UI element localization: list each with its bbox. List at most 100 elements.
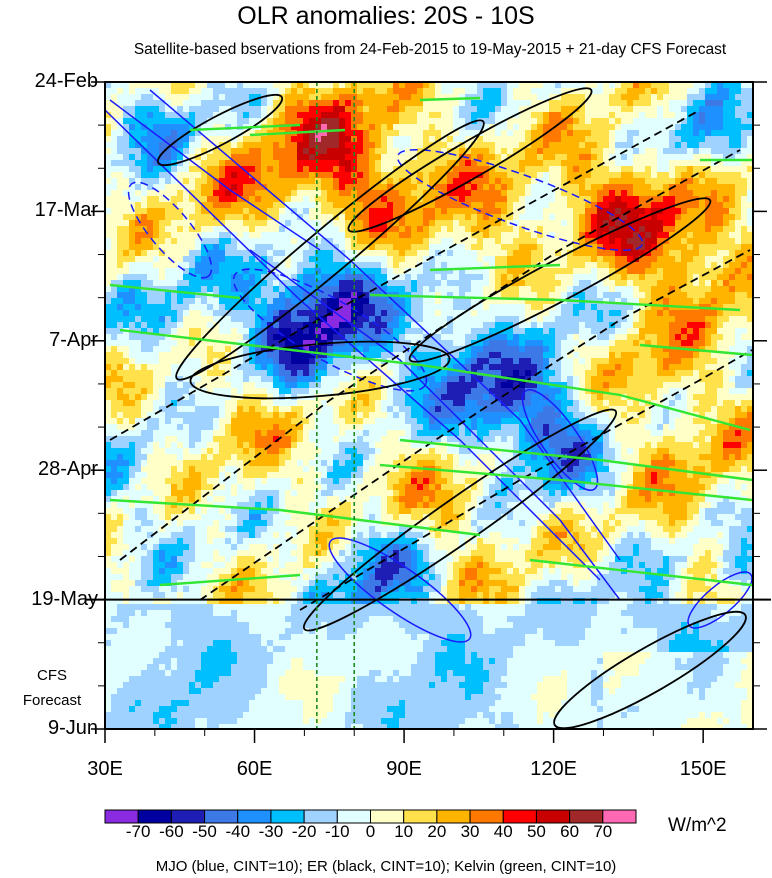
heat-cell: [381, 118, 388, 125]
heat-cell: [591, 304, 598, 311]
heat-cell: [501, 262, 508, 269]
heat-cell: [687, 130, 694, 137]
heat-cell: [639, 352, 646, 359]
heat-cell: [135, 190, 142, 197]
heat-cell: [573, 316, 580, 323]
heat-cell: [357, 256, 364, 263]
heat-cell: [585, 136, 592, 143]
heat-cell: [645, 214, 652, 221]
heat-cell: [633, 250, 640, 257]
heat-cell: [393, 322, 400, 329]
heat-cell: [429, 118, 436, 125]
heat-cell: [651, 238, 658, 245]
heat-cell: [129, 166, 136, 173]
heat-cell: [321, 172, 328, 179]
heat-cell: [339, 232, 346, 239]
heat-cell: [495, 202, 502, 209]
heat-cell: [387, 148, 394, 155]
heat-cell: [633, 340, 640, 347]
heat-cell: [177, 280, 184, 287]
heat-cell: [447, 340, 454, 347]
heat-cell: [483, 238, 490, 245]
heat-cell: [219, 82, 226, 89]
heat-cell: [273, 256, 280, 263]
heat-cell: [435, 82, 442, 89]
heat-cell: [651, 340, 658, 347]
heat-cell: [333, 196, 340, 203]
heat-cell: [555, 124, 562, 131]
heat-cell: [135, 184, 142, 191]
heat-cell: [699, 112, 706, 119]
heat-cell: [501, 154, 508, 161]
heat-cell: [729, 262, 736, 269]
heat-cell: [321, 190, 328, 197]
heat-cell: [165, 166, 172, 173]
heat-cell: [399, 160, 406, 167]
heat-cell: [567, 130, 574, 137]
heat-cell: [297, 82, 304, 89]
heat-cell: [339, 100, 346, 107]
heat-cell: [615, 310, 622, 317]
heat-cell: [159, 190, 166, 197]
heat-cell: [477, 256, 484, 263]
heat-cell: [141, 208, 148, 215]
heat-cell: [663, 100, 670, 107]
heat-cell: [369, 100, 376, 107]
heat-cell: [177, 238, 184, 245]
heat-cell: [111, 130, 118, 137]
heat-cell: [489, 226, 496, 233]
heat-cell: [129, 226, 136, 233]
heat-cell: [729, 304, 736, 311]
heat-cell: [525, 148, 532, 155]
heat-cell: [729, 298, 736, 305]
heat-cell: [225, 316, 232, 323]
heat-cell: [159, 328, 166, 335]
heat-cell: [423, 262, 430, 269]
heat-cell: [345, 166, 352, 173]
heat-cell: [453, 352, 460, 359]
heat-cell: [465, 124, 472, 131]
heat-cell: [513, 142, 520, 149]
heat-cell: [141, 334, 148, 341]
heat-cell: [711, 232, 718, 239]
heat-cell: [255, 148, 262, 155]
heat-cell: [603, 268, 610, 275]
heat-cell: [399, 274, 406, 281]
heat-cell: [153, 334, 160, 341]
heat-cell: [663, 196, 670, 203]
heat-cell: [573, 136, 580, 143]
heat-cell: [525, 136, 532, 143]
heat-cell: [489, 208, 496, 215]
heat-cell: [417, 184, 424, 191]
heat-cell: [183, 178, 190, 185]
heat-cell: [435, 124, 442, 131]
heat-cell: [597, 118, 604, 125]
heat-cell: [669, 268, 676, 275]
heat-cell: [273, 142, 280, 149]
heat-cell: [573, 334, 580, 341]
heat-cell: [111, 322, 118, 329]
heat-cell: [405, 142, 412, 149]
heat-cell: [627, 106, 634, 113]
heat-cell: [387, 304, 394, 311]
heat-cell: [567, 256, 574, 263]
heat-cell: [399, 202, 406, 209]
heat-cell: [315, 208, 322, 215]
heat-cell: [381, 268, 388, 275]
heat-cell: [189, 196, 196, 203]
heat-cell: [537, 256, 544, 263]
heat-cell: [405, 82, 412, 89]
heat-cell: [177, 124, 184, 131]
heat-cell: [669, 106, 676, 113]
heat-cell: [447, 268, 454, 275]
heat-cell: [459, 322, 466, 329]
heat-cell: [537, 166, 544, 173]
heat-cell: [345, 142, 352, 149]
heat-cell: [171, 130, 178, 137]
heat-cell: [345, 202, 352, 209]
heat-cell: [519, 250, 526, 257]
heat-cell: [711, 82, 718, 89]
heat-cell: [705, 262, 712, 269]
heat-cell: [513, 304, 520, 311]
heat-cell: [333, 202, 340, 209]
